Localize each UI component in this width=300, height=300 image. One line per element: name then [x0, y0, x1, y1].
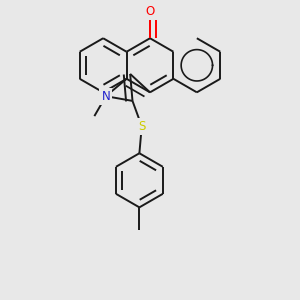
Text: O: O: [146, 5, 154, 18]
Text: N: N: [101, 90, 110, 103]
Text: S: S: [138, 120, 146, 133]
